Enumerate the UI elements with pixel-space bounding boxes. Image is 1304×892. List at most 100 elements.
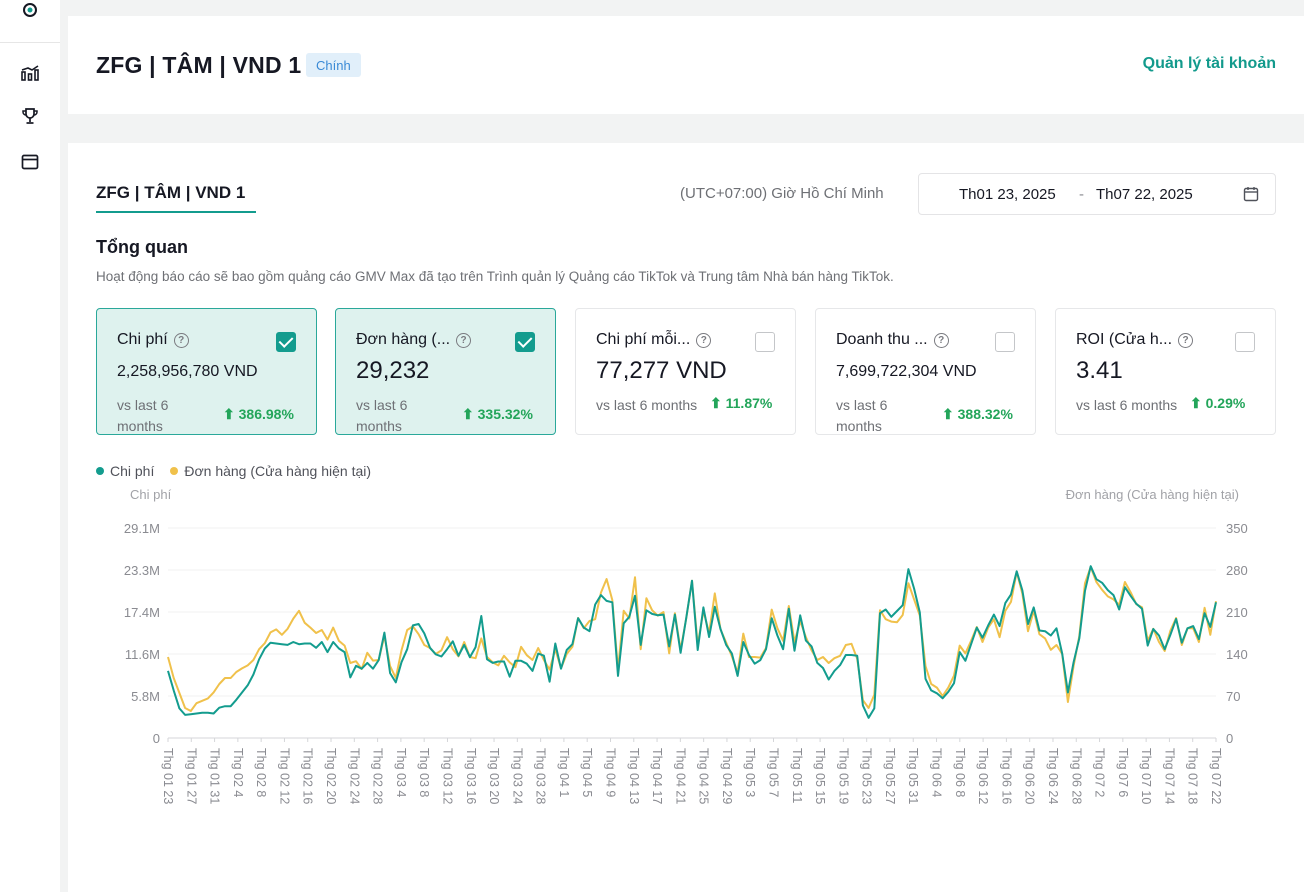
x-tick-label: Thg 05 11: [790, 748, 804, 803]
metric-checkbox[interactable]: [1235, 332, 1255, 352]
right-tick-label: 70: [1226, 689, 1240, 704]
metric-checkbox[interactable]: [995, 332, 1015, 352]
x-tick-label: Thg 04 5: [580, 748, 594, 797]
x-tick-label: Thg 02 20: [324, 748, 338, 804]
x-tick-label: Thg 02 16: [301, 748, 315, 804]
x-tick-label: Thg 07 18: [1186, 748, 1200, 804]
trophy-icon[interactable]: [20, 106, 40, 126]
metric-change: ⬆ 335.32%: [462, 406, 533, 422]
timezone-label: (UTC+07:00) Giờ Hồ Chí Minh: [680, 185, 884, 202]
metric-checkbox[interactable]: [276, 332, 296, 352]
metric-card-orders[interactable]: Đơn hàng (...? 29,232 vs last 6 months ⬆…: [335, 308, 556, 435]
metric-checkbox[interactable]: [755, 332, 775, 352]
left-rail: [0, 0, 60, 892]
left-tick-label: 23.3M: [124, 563, 160, 578]
overview-description: Hoạt động báo cáo sẽ bao gồm quảng cáo G…: [96, 269, 894, 284]
x-tick-label: Thg 02 28: [371, 748, 385, 804]
x-tick-label: Thg 03 24: [510, 748, 524, 804]
date-range-picker[interactable]: Th01 23, 2025 - Th07 22, 2025: [918, 173, 1276, 215]
metric-change-value: 388.32%: [957, 406, 1013, 422]
chart-legend: Chi phí Đơn hàng (Cửa hàng hiện tại): [96, 463, 371, 479]
metric-card-cost-per[interactable]: Chi phí mỗi...? 77,277 VND vs last 6 mon…: [575, 308, 796, 435]
metric-label-wrap: ROI (Cửa h...?: [1076, 331, 1194, 349]
metric-value: 29,232: [356, 357, 430, 384]
x-tick-label: Thg 04 21: [673, 748, 687, 804]
x-tick-label: Thg 06 16: [999, 748, 1013, 804]
right-tick-label: 280: [1226, 563, 1248, 578]
right-tick-label: 0: [1226, 731, 1233, 746]
metric-change-value: 386.98%: [238, 406, 294, 422]
metric-comparison: vs last 6 months: [596, 397, 698, 413]
x-tick-label: Thg 04 29: [720, 748, 734, 804]
x-tick-label: Thg 05 31: [906, 748, 920, 804]
calendar-icon[interactable]: [1243, 186, 1259, 202]
series-line-cost: [167, 565, 1217, 719]
x-tick-label: Thg 06 8: [953, 748, 967, 797]
line-chart: Chi phí Đơn hàng (Cửa hàng hiện tại) 0 0 5.8…: [124, 487, 1248, 804]
manage-account-link[interactable]: Quản lý tài khoản: [1142, 55, 1276, 72]
metric-label-wrap: Đơn hàng (...?: [356, 331, 472, 349]
right-tick-label: 210: [1226, 605, 1248, 620]
x-tick-label: Thg 06 4: [930, 748, 944, 797]
metric-label: ROI (Cửa h...: [1076, 331, 1173, 348]
x-tick-label: Thg 05 19: [836, 748, 850, 804]
metric-comparison: vs last 6 months: [1076, 397, 1178, 413]
rail-divider: [0, 42, 60, 43]
legend-label: Chi phí: [110, 463, 155, 479]
x-tick-label: Thg 05 7: [767, 748, 781, 797]
legend-label: Đơn hàng (Cửa hàng hiện tại): [184, 463, 372, 479]
x-tick-label: Thg 04 25: [697, 748, 711, 804]
window-icon[interactable]: [20, 152, 40, 172]
help-icon[interactable]: ?: [173, 332, 189, 348]
metric-card-roi[interactable]: ROI (Cửa h...? 3.41 vs last 6 months ⬆ 0…: [1055, 308, 1276, 435]
metric-value: 7,699,722,304 VND: [836, 363, 977, 380]
legend-item-orders[interactable]: Đơn hàng (Cửa hàng hiện tại): [170, 463, 371, 479]
metric-value: 2,258,956,780 VND: [117, 363, 258, 380]
metric-change: ⬆ 388.32%: [942, 406, 1013, 422]
date-separator: -: [1079, 186, 1084, 203]
x-tick-label: Thg 03 16: [464, 748, 478, 804]
metric-value: 3.41: [1076, 357, 1123, 384]
metric-change: ⬆ 11.87%: [710, 395, 773, 411]
x-tick-label: Thg 06 20: [1023, 748, 1037, 804]
x-tick-label: Thg 07 22: [1209, 748, 1223, 804]
right-tick-label: 350: [1226, 521, 1248, 536]
medal-icon[interactable]: [20, 0, 40, 20]
left-tick-label: 29.1M: [124, 521, 160, 536]
metric-card-cost[interactable]: Chi phí? 2,258,956,780 VND vs last 6 mon…: [96, 308, 317, 435]
metric-label: Đơn hàng (...: [356, 331, 451, 348]
help-icon[interactable]: ?: [696, 332, 712, 348]
help-icon[interactable]: ?: [456, 332, 472, 348]
x-tick-label: Thg 06 24: [1046, 748, 1060, 804]
metric-checkbox[interactable]: [515, 332, 535, 352]
date-end: Th07 22, 2025: [1096, 186, 1193, 203]
x-tick-label: Thg 07 10: [1139, 748, 1153, 804]
x-tick-label: Thg 02 24: [347, 748, 361, 804]
metric-comparison: vs last 6 months: [836, 397, 888, 434]
x-tick-label: Thg 04 9: [603, 748, 617, 797]
metric-comparison: vs last 6 months: [117, 397, 169, 434]
right-tick-label: 140: [1226, 647, 1248, 662]
left-tick-label: 5.8M: [131, 689, 160, 704]
tab-account[interactable]: ZFG | TÂM | VND 1: [96, 183, 256, 213]
metric-change-value: 11.87%: [725, 395, 773, 411]
help-icon[interactable]: ?: [1178, 332, 1194, 348]
x-tick-label: Thg 05 27: [883, 748, 897, 804]
x-tick-label: Thg 06 28: [1069, 748, 1083, 804]
x-tick-label: Thg 05 23: [860, 748, 874, 804]
help-icon[interactable]: ?: [933, 332, 949, 348]
metric-label-wrap: Chi phí mỗi...?: [596, 331, 712, 349]
metric-label: Chi phí mỗi...: [596, 331, 691, 348]
x-tick-label: Thg 02 8: [254, 748, 268, 797]
x-tick-label: Thg 03 20: [487, 748, 501, 804]
bar-chart-icon[interactable]: [20, 63, 40, 83]
metric-value: 77,277 VND: [596, 357, 727, 384]
metric-label-wrap: Chi phí?: [117, 331, 189, 349]
legend-item-cost[interactable]: Chi phí: [96, 463, 154, 479]
metric-comparison: vs last 6 months: [356, 397, 408, 434]
x-tick-label: Thg 03 8: [417, 748, 431, 797]
x-tick-label: Thg 06 12: [976, 748, 990, 804]
date-start: Th01 23, 2025: [959, 186, 1056, 203]
metric-label: Doanh thu ...: [836, 331, 928, 348]
metric-card-revenue[interactable]: Doanh thu ...? 7,699,722,304 VND vs last…: [815, 308, 1036, 435]
